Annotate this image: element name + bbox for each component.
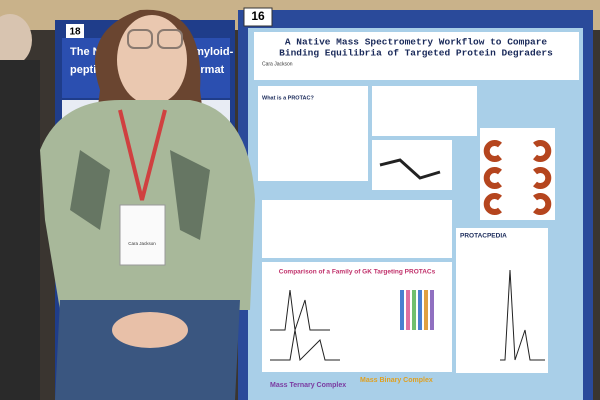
face bbox=[117, 15, 187, 105]
poster-number: 16 bbox=[251, 9, 265, 23]
panel-heading: Comparison of a Family of GK Targeting P… bbox=[279, 269, 436, 276]
shirt-pattern bbox=[70, 150, 210, 240]
poster-title: A Native Mass Spectrometry Workflow to C… bbox=[285, 37, 548, 48]
poster-header bbox=[254, 32, 579, 80]
poster-author: Cara Jackson bbox=[262, 61, 293, 67]
lanyard bbox=[118, 109, 167, 201]
panel-heading: What is a PROTAC? bbox=[262, 95, 314, 101]
poster-title: Binding Equilibria of Targeted Protein D… bbox=[279, 48, 553, 59]
panel bbox=[456, 228, 548, 373]
hands bbox=[112, 312, 188, 348]
bottom-heading: Mass Binary Complex bbox=[360, 377, 433, 384]
panel bbox=[262, 200, 452, 258]
panel bbox=[258, 86, 368, 181]
glasses bbox=[127, 29, 153, 49]
panel-heading: PROTACPEDIA bbox=[460, 233, 507, 240]
spectrum-sketch bbox=[270, 329, 340, 362]
left-number-card bbox=[66, 24, 84, 38]
number-card bbox=[243, 7, 273, 27]
bar-sketch bbox=[400, 290, 434, 330]
background-person bbox=[0, 14, 32, 66]
panel bbox=[372, 86, 477, 136]
left-poster-title: amyloid- bbox=[188, 46, 234, 58]
background-person bbox=[0, 60, 40, 400]
bottom-heading: Mass Ternary Complex bbox=[270, 382, 346, 389]
badge-name: Cara Jackson bbox=[128, 241, 156, 246]
glasses bbox=[157, 29, 183, 49]
spectrum-sketch bbox=[379, 158, 441, 180]
spectrum-sketch bbox=[500, 269, 545, 361]
left-poster-number: 18 bbox=[69, 27, 81, 38]
badge bbox=[119, 204, 166, 266]
jeans bbox=[55, 300, 240, 400]
protein-icons bbox=[483, 140, 552, 215]
